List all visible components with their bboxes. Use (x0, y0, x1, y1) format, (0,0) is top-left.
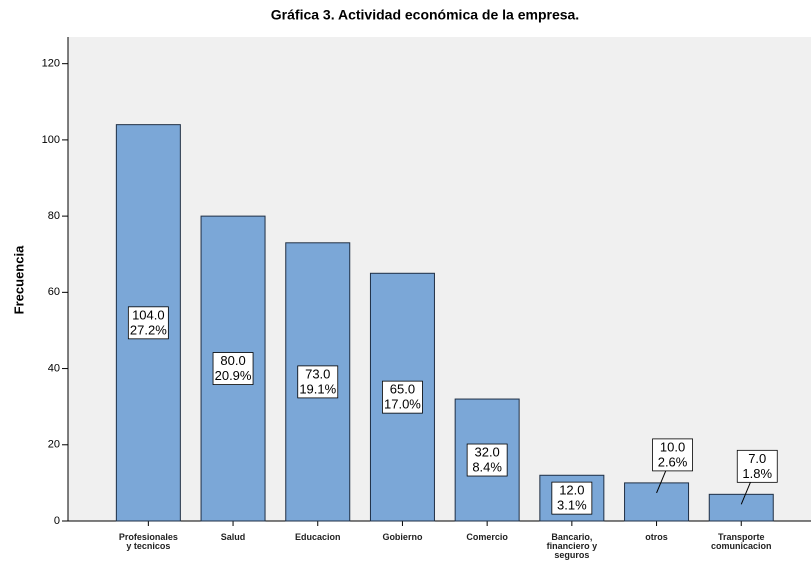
bar (624, 482, 690, 522)
percent-label: 27.2% (130, 322, 167, 337)
y-tick-label: 80 (48, 210, 60, 222)
label-box (382, 380, 423, 414)
percent-label: 17.0% (384, 397, 421, 412)
percent-label: 3.1% (557, 498, 587, 513)
x-tick-label: Profesionales y tecnicos (118, 532, 178, 551)
y-tick-label: 0 (54, 515, 60, 527)
x-tick-label: Bancario, financiero y seguros (546, 532, 598, 560)
x-tick-label: otros (645, 532, 668, 542)
y-tick-label: 60 (48, 286, 60, 298)
bar (708, 493, 774, 522)
y-axis-label: Frecuencia (11, 245, 26, 314)
x-tick-label: Gobierno (382, 532, 423, 542)
value-label: 104.0 (132, 307, 165, 322)
percent-label: 20.9% (215, 368, 252, 383)
x-tick-label: Comercio (466, 532, 508, 542)
percent-label: 19.1% (299, 381, 336, 396)
value-label: 12.0 (559, 483, 584, 498)
label-box (297, 365, 339, 399)
y-tick-label: 120 (42, 58, 60, 70)
value-label: 32.0 (474, 444, 499, 459)
x-tick-label: Educacion (294, 532, 341, 542)
label-box (127, 306, 169, 340)
percent-label: 1.8% (742, 466, 772, 481)
label-box (551, 481, 593, 515)
value-label: 73.0 (305, 366, 330, 381)
chart-title: Gráfica 3. Actividad económica de la emp… (271, 7, 579, 23)
label-box (736, 449, 778, 483)
value-label: 7.0 (748, 451, 766, 466)
value-label: 80.0 (220, 353, 245, 368)
percent-label: 8.4% (472, 459, 502, 474)
label-box (466, 443, 508, 477)
y-tick-label: 100 (42, 134, 60, 146)
leader-line (740, 480, 752, 505)
x-tick-label: Transporte comunicacion (710, 532, 772, 551)
label-box (212, 352, 254, 385)
value-label: 65.0 (390, 382, 415, 397)
y-tick-label: 40 (48, 362, 60, 374)
leader-line (656, 468, 668, 494)
x-tick-label: Salud (220, 532, 246, 542)
y-tick-label: 20 (48, 439, 60, 451)
value-label: 10.0 (660, 439, 685, 454)
percent-label: 2.6% (658, 454, 688, 469)
label-box (652, 438, 693, 472)
